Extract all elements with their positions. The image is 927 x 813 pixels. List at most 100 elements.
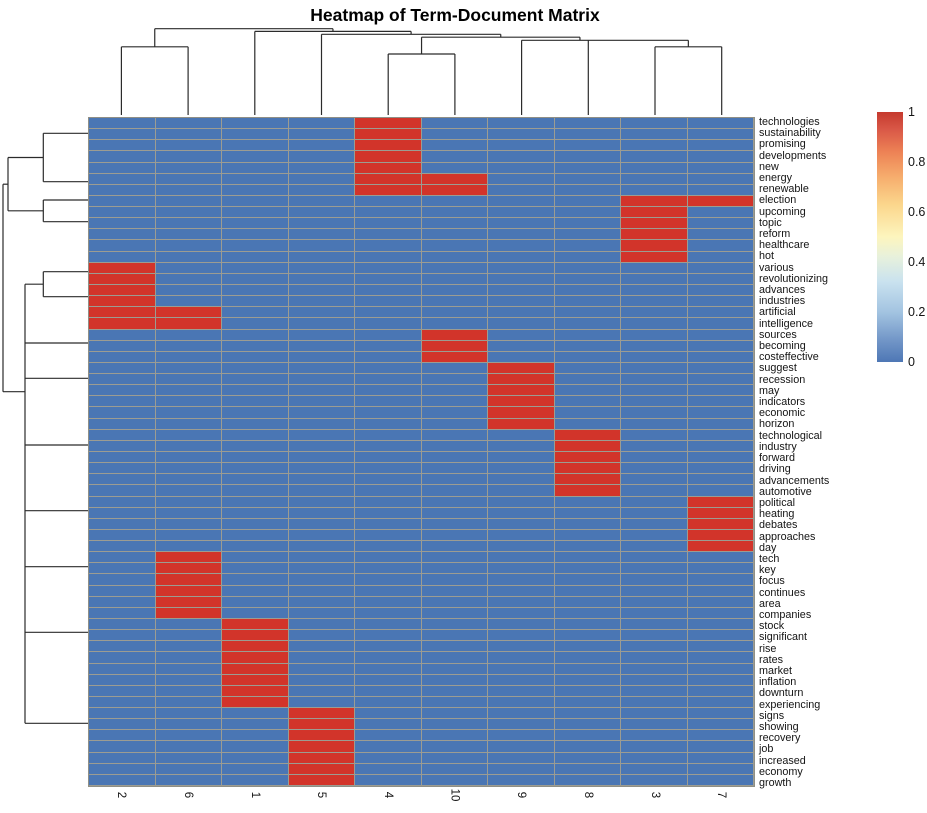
column-label: 9: [515, 791, 528, 799]
heatmap-cell: [421, 151, 488, 163]
row-label: recovery: [759, 732, 801, 745]
heatmap-cell: [421, 429, 488, 441]
heatmap-cell: [155, 663, 222, 675]
heatmap-cell: [488, 140, 555, 152]
heatmap-cell: [355, 262, 422, 274]
heatmap-cell: [155, 407, 222, 419]
heatmap-cell: [421, 474, 488, 486]
heatmap-cell: [488, 596, 555, 608]
heatmap-cell: [89, 396, 156, 408]
heatmap-cell: [89, 162, 156, 174]
heatmap-cell: [89, 618, 156, 631]
row-label: market: [759, 664, 792, 677]
heatmap-cell: [89, 674, 156, 686]
heatmap-cell: [687, 240, 754, 252]
heatmap-cell: [621, 730, 688, 742]
heatmap-cell: [421, 129, 488, 141]
heatmap-cell: [155, 329, 222, 341]
heatmap-cell: [488, 351, 555, 363]
heatmap-cell: [488, 129, 555, 141]
heatmap-cell: [488, 708, 555, 720]
heatmap-cell: [222, 207, 289, 219]
heatmap-cell: [488, 429, 555, 441]
heatmap-cell: [488, 730, 555, 742]
heatmap-cell: [687, 596, 754, 608]
heatmap-cell: [421, 118, 488, 130]
heatmap-cell: [554, 529, 621, 542]
heatmap-cell: [89, 496, 156, 508]
heatmap-cell: [488, 541, 555, 553]
heatmap-cell: [355, 719, 422, 731]
heatmap-cell: [288, 440, 355, 452]
row-label: horizon: [759, 418, 795, 431]
row-label: debates: [759, 519, 798, 532]
heatmap-cell: [687, 451, 754, 464]
heatmap-cell: [421, 173, 488, 185]
heatmap-cell: [488, 118, 555, 130]
heatmap-cell: [421, 140, 488, 152]
heatmap-cell: [488, 507, 555, 519]
heatmap-cell: [222, 162, 289, 174]
row-label: developments: [759, 149, 827, 162]
heatmap-cell: [355, 752, 422, 764]
heatmap-cell: [621, 440, 688, 452]
heatmap-cell: [687, 574, 754, 586]
heatmap-grid: [88, 117, 755, 787]
heatmap-cell: [288, 229, 355, 241]
heatmap-cell: [488, 207, 555, 219]
heatmap-cell: [621, 307, 688, 319]
heatmap-cell: [421, 596, 488, 608]
heatmap-cell: [554, 474, 621, 486]
heatmap-cell: [554, 218, 621, 230]
heatmap-cell: [687, 440, 754, 452]
heatmap-cell: [687, 195, 754, 208]
heatmap-cell: [155, 518, 222, 530]
heatmap-cell: [687, 396, 754, 408]
heatmap-cell: [89, 663, 156, 675]
heatmap-cell: [687, 563, 754, 575]
heatmap-cell: [89, 774, 156, 786]
heatmap-cell: [89, 118, 156, 130]
heatmap-cell: [621, 518, 688, 530]
heatmap-cell: [222, 240, 289, 252]
row-label: rise: [759, 642, 777, 655]
heatmap-cell: [687, 518, 754, 530]
heatmap-cell: [554, 396, 621, 408]
heatmap-cell: [687, 385, 754, 397]
heatmap-cell: [89, 719, 156, 731]
heatmap-cell: [288, 329, 355, 341]
heatmap-cell: [222, 630, 289, 642]
heatmap-cell: [155, 485, 222, 497]
row-label: stock: [759, 620, 785, 633]
heatmap-cell: [355, 652, 422, 664]
heatmap-cell: [355, 229, 422, 241]
heatmap-cell: [288, 585, 355, 597]
heatmap-cell: [488, 284, 555, 297]
heatmap-cell: [288, 630, 355, 642]
row-label: technological: [759, 429, 823, 442]
heatmap-cell: [554, 541, 621, 553]
row-label: economic: [759, 407, 806, 420]
heatmap-cell: [355, 318, 422, 330]
heatmap-cell: [222, 318, 289, 330]
color-scale-tick-labels: 1 0.8 0.6 0.4 0.2 0: [908, 105, 927, 369]
heatmap-cell: [687, 496, 754, 508]
heatmap-cell: [554, 730, 621, 742]
heatmap-cell: [488, 618, 555, 631]
heatmap-cell: [288, 407, 355, 419]
heatmap-cell: [621, 552, 688, 564]
heatmap-cell: [421, 407, 488, 419]
heatmap-cell: [421, 374, 488, 386]
heatmap-cell: [421, 763, 488, 775]
heatmap-cell: [288, 696, 355, 709]
heatmap-cell: [222, 529, 289, 542]
heatmap-cell: [355, 118, 422, 130]
heatmap-cell: [222, 440, 289, 452]
heatmap-cell: [488, 529, 555, 542]
heatmap-cell: [155, 596, 222, 608]
heatmap-cell: [421, 696, 488, 709]
row-label: growth: [759, 776, 792, 789]
heatmap-cell: [621, 618, 688, 631]
row-label: hot: [759, 250, 775, 263]
heatmap-cell: [621, 273, 688, 285]
